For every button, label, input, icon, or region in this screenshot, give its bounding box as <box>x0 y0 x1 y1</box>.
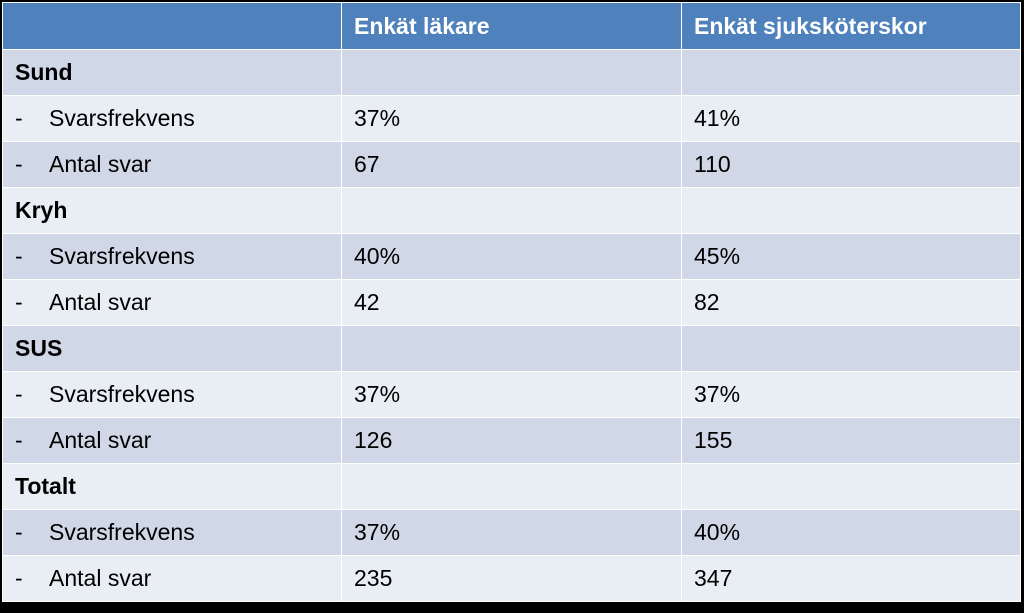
row-label-text: Svarsfrekvens <box>49 519 195 545</box>
lakare-value: 126 <box>341 417 682 464</box>
header-empty <box>2 2 342 50</box>
sjukskoterskor-value: 37% <box>681 371 1021 418</box>
sjukskoterskor-value: 82 <box>681 279 1021 326</box>
group-row-totalt: Totalt <box>2 463 1021 510</box>
lakare-value: 37% <box>341 509 682 556</box>
sjukskoterskor-value: 40% <box>681 509 1021 556</box>
empty-cell <box>341 187 682 234</box>
row-label-text: Antal svar <box>49 565 152 591</box>
group-label: Kryh <box>2 187 342 234</box>
row-label: - Svarsfrekvens <box>2 233 342 280</box>
row-label: - Antal svar <box>2 279 342 326</box>
row-label-text: Svarsfrekvens <box>49 105 195 131</box>
lakare-value: 40% <box>341 233 682 280</box>
row-label: - Svarsfrekvens <box>2 509 342 556</box>
empty-cell <box>341 49 682 96</box>
row-label-text: Antal svar <box>49 151 152 177</box>
table-row: - Svarsfrekvens 37% 37% <box>2 371 1021 418</box>
sjukskoterskor-value: 155 <box>681 417 1021 464</box>
group-label: Sund <box>2 49 342 96</box>
sjukskoterskor-value: 41% <box>681 95 1021 142</box>
empty-cell <box>681 49 1021 96</box>
row-label: - Svarsfrekvens <box>2 95 342 142</box>
lakare-value: 37% <box>341 371 682 418</box>
row-label: - Antal svar <box>2 555 342 602</box>
table-row: - Svarsfrekvens 40% 45% <box>2 233 1021 280</box>
row-label: - Antal svar <box>2 417 342 464</box>
dash-marker: - <box>15 519 23 545</box>
dash-marker: - <box>15 243 23 269</box>
row-label-text: Svarsfrekvens <box>49 243 195 269</box>
empty-cell <box>681 463 1021 510</box>
table-row: - Svarsfrekvens 37% 41% <box>2 95 1021 142</box>
empty-cell <box>341 463 682 510</box>
table-row: - Antal svar 67 110 <box>2 141 1021 188</box>
group-row-kryh: Kryh <box>2 187 1021 234</box>
dash-marker: - <box>15 151 23 177</box>
survey-response-table: Enkät läkare Enkät sjuksköterskor Sund -… <box>2 2 1021 602</box>
group-row-sus: SUS <box>2 325 1021 372</box>
table-row: - Antal svar 42 82 <box>2 279 1021 326</box>
dash-marker: - <box>15 565 23 591</box>
lakare-value: 235 <box>341 555 682 602</box>
group-label: SUS <box>2 325 342 372</box>
header-sjukskoterskor: Enkät sjuksköterskor <box>681 2 1021 50</box>
sjukskoterskor-value: 347 <box>681 555 1021 602</box>
row-label: - Svarsfrekvens <box>2 371 342 418</box>
survey-table-container: Enkät läkare Enkät sjuksköterskor Sund -… <box>2 2 1021 602</box>
empty-cell <box>681 325 1021 372</box>
empty-cell <box>341 325 682 372</box>
dash-marker: - <box>15 105 23 131</box>
table-row: - Antal svar 126 155 <box>2 417 1021 464</box>
sjukskoterskor-value: 110 <box>681 141 1021 188</box>
table-header-row: Enkät läkare Enkät sjuksköterskor <box>2 2 1021 50</box>
row-label-text: Antal svar <box>49 427 152 453</box>
lakare-value: 37% <box>341 95 682 142</box>
table-row: - Antal svar 235 347 <box>2 555 1021 602</box>
group-label: Totalt <box>2 463 342 510</box>
empty-cell <box>681 187 1021 234</box>
dash-marker: - <box>15 381 23 407</box>
row-label-text: Antal svar <box>49 289 152 315</box>
row-label: - Antal svar <box>2 141 342 188</box>
table-row: - Svarsfrekvens 37% 40% <box>2 509 1021 556</box>
dash-marker: - <box>15 427 23 453</box>
dash-marker: - <box>15 289 23 315</box>
sjukskoterskor-value: 45% <box>681 233 1021 280</box>
lakare-value: 67 <box>341 141 682 188</box>
lakare-value: 42 <box>341 279 682 326</box>
row-label-text: Svarsfrekvens <box>49 381 195 407</box>
header-lakare: Enkät läkare <box>341 2 682 50</box>
group-row-sund: Sund <box>2 49 1021 96</box>
